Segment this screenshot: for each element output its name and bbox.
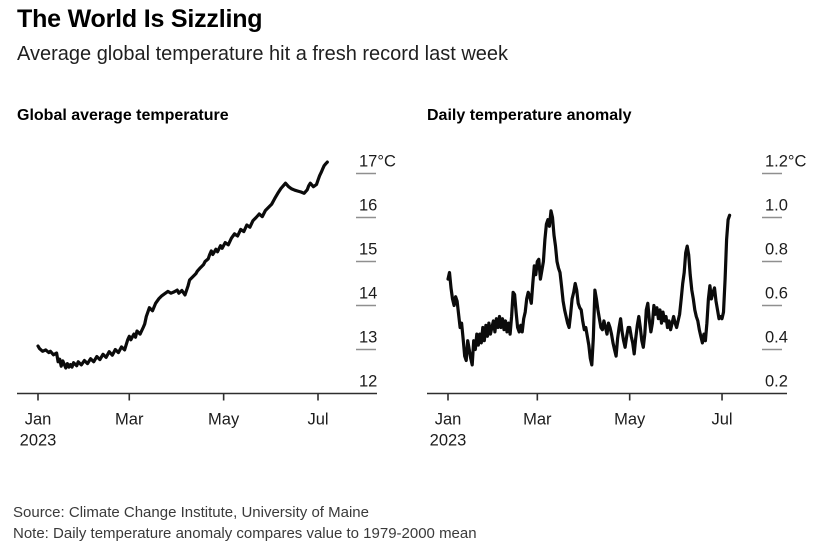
chart-title-global-average-temperature: Global average temperature (17, 107, 229, 124)
x-tick-label: Mar (523, 411, 552, 429)
temperature-line (36, 160, 329, 370)
y-tick-label: 0.2 (765, 373, 788, 391)
y-tick-label: 15 (359, 241, 377, 259)
y-tick-label: 13 (359, 329, 377, 347)
page-title: The World Is Sizzling (17, 5, 263, 33)
daily-temperature-anomaly-chart: Jan 2023 Mar May Jul 1.2°C 1.0 0.8 0.6 0.4 0.2 (427, 153, 807, 450)
y-tick-label: 1.0 (765, 197, 788, 215)
x-tick-label: May (208, 411, 240, 429)
x-tick-label: Jan (25, 411, 52, 429)
y-tick-label: 0.4 (765, 329, 788, 347)
y-tick-label: 12 (359, 373, 377, 391)
page-subtitle: Average global temperature hit a fresh r… (17, 43, 509, 65)
y-tick-label: 14 (359, 285, 377, 303)
y-tick-label: 1.2°C (765, 153, 807, 171)
global-average-temperature-chart: Jan 2023 Mar May Jul 17°C 16 15 14 13 12 (17, 153, 396, 450)
x-tick-label: Jan (435, 411, 462, 429)
anomaly-line (446, 209, 732, 367)
x-tick-label: May (614, 411, 646, 429)
x-tick-label: Jul (307, 411, 328, 429)
x-axis-year-label: 2023 (430, 432, 467, 450)
chart-title-daily-temperature-anomaly: Daily temperature anomaly (427, 107, 632, 124)
y-tick-label: 16 (359, 197, 377, 215)
source-note-block: Source: Climate Change Institute, Univer… (13, 503, 477, 544)
source-line: Source: Climate Change Institute, Univer… (13, 504, 369, 521)
x-tick-label: Mar (115, 411, 144, 429)
y-tick-label: 0.6 (765, 285, 788, 303)
x-axis-year-label: 2023 (20, 432, 57, 450)
y-tick-label: 0.8 (765, 241, 788, 259)
y-tick-label: 17°C (359, 153, 396, 171)
note-line: Note: Daily temperature anomaly compares… (13, 524, 477, 542)
x-tick-label: Jul (711, 411, 732, 429)
